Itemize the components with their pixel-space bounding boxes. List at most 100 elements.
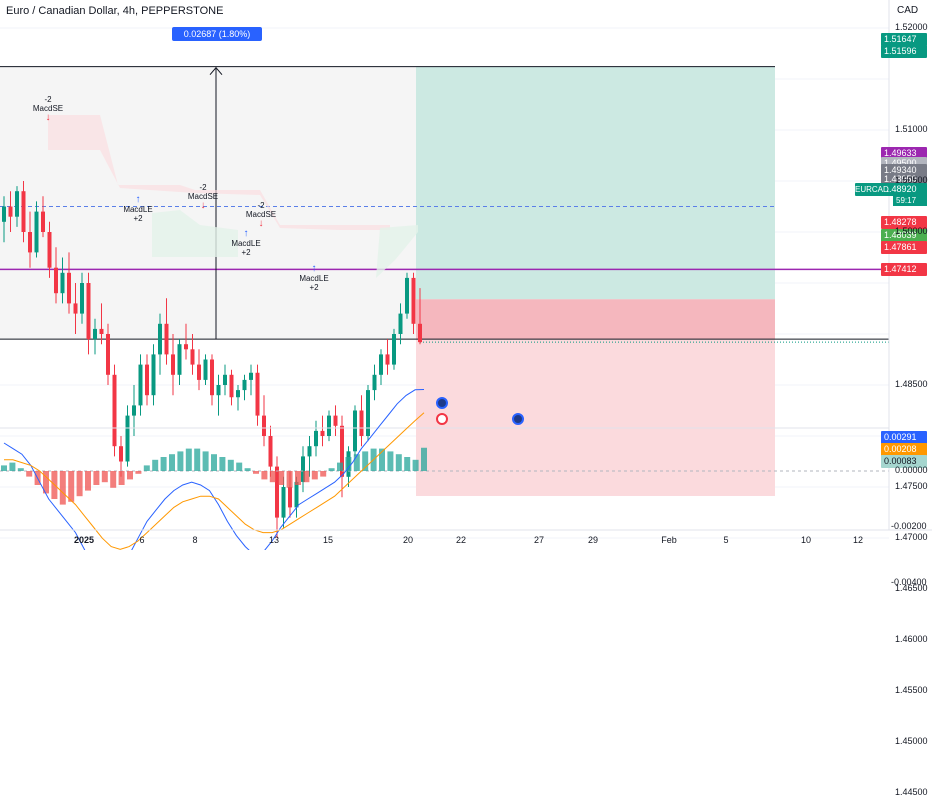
macd-histogram-bar <box>93 471 100 485</box>
price-tick: 1.47000 <box>895 532 928 542</box>
macd-histogram-bar <box>143 465 150 471</box>
price-chart-canvas[interactable] <box>0 0 932 550</box>
signal-qty: +2 <box>133 214 143 223</box>
macd-tick: -0.00200 <box>891 521 927 531</box>
signal-qty: +2 <box>309 283 319 292</box>
macd-histogram-bar <box>43 471 49 494</box>
price-tick: 1.51000 <box>895 124 928 134</box>
macd-histogram-bar <box>412 459 419 471</box>
candle-body <box>359 410 364 436</box>
macd-histogram-bar <box>269 471 276 483</box>
economic-event-icon[interactable] <box>436 397 448 409</box>
price-tick: 1.45000 <box>895 736 928 746</box>
signal-label: MacdSE <box>245 210 277 219</box>
macd-histogram-bar <box>9 462 16 471</box>
macd-histogram-bar <box>152 459 159 471</box>
candle-body <box>106 334 110 375</box>
signal-label: MacdSE <box>32 104 64 113</box>
macd-histogram-bar <box>421 447 427 471</box>
candle-body <box>301 456 305 482</box>
macd-label: 0.00291 <box>881 431 927 444</box>
candle-body <box>281 487 286 518</box>
candle-body <box>411 277 416 324</box>
macd-histogram-bar <box>362 451 369 471</box>
economic-event-icon-2[interactable] <box>512 413 524 425</box>
candle-body <box>119 446 123 462</box>
candle-body <box>385 354 390 365</box>
currency-label[interactable]: CAD <box>897 5 919 16</box>
signal-macdle-1[interactable]: ↑ MacdLE +2 <box>122 194 154 224</box>
candle-body <box>125 415 130 462</box>
candle-body <box>177 344 182 375</box>
candle-body <box>112 374 117 447</box>
candle-body <box>34 211 39 253</box>
macd-histogram-bar <box>135 471 142 474</box>
candle-body <box>151 354 156 396</box>
macd-histogram-bar <box>286 471 293 488</box>
arrow-up-icon: ↑ <box>135 194 141 205</box>
arrow-down-icon: ↓ <box>45 112 51 123</box>
arrow-up-icon: ↑ <box>243 228 249 239</box>
candle-body <box>340 425 344 477</box>
signal-macdse-1[interactable]: -2 MacdSE ↓ <box>32 95 64 123</box>
candle-body <box>80 283 84 314</box>
macd-histogram-bar <box>17 468 24 471</box>
macd-histogram-bar <box>395 454 402 471</box>
macd-histogram-bar <box>353 454 360 471</box>
macd-histogram-bar <box>236 462 243 471</box>
price-tick: 1.46000 <box>895 634 928 644</box>
macd-histogram-bar <box>261 471 268 480</box>
macd-tick: 0.00000 <box>895 465 928 475</box>
macd-histogram-bar <box>185 448 192 471</box>
arrow-down-icon: ↓ <box>258 218 264 229</box>
candle-body <box>392 334 396 365</box>
macd-histogram-bar <box>320 471 327 477</box>
candle-body <box>93 328 97 340</box>
time-tick: 10 <box>800 535 812 545</box>
candle-body <box>327 415 331 436</box>
candle-body <box>210 359 214 396</box>
macd-histogram-bar <box>118 471 125 485</box>
candle-body <box>216 385 221 396</box>
signal-macdse-3[interactable]: -2 MacdSE ↓ <box>245 201 277 229</box>
candle-body <box>60 272 65 294</box>
signal-macdle-3[interactable]: ↑ MacdLE +2 <box>298 264 330 293</box>
candle-body <box>229 374 234 398</box>
signal-qty: -2 <box>44 95 52 104</box>
macd-histogram-bar <box>85 471 91 491</box>
canada-event-icon[interactable] <box>436 413 448 425</box>
price-tick: 1.50500 <box>895 175 928 185</box>
signal-macdle-2[interactable]: ↑ MacdLE +2 <box>230 228 262 258</box>
time-tick: Feb <box>661 535 677 545</box>
time-tick: 29 <box>587 535 599 545</box>
candle-body <box>21 191 26 232</box>
candle-body <box>353 410 357 452</box>
measure-label: 0.02687 (1.80%) 268.7 <box>172 27 262 53</box>
macd-histogram-bar <box>160 457 167 471</box>
price-tick: 1.50000 <box>895 226 928 236</box>
macd-histogram-bar <box>311 471 318 480</box>
stop-band-short <box>48 115 390 230</box>
macd-histogram-bar <box>379 448 385 471</box>
macd-histogram-bar <box>110 471 117 488</box>
signal-macdse-2[interactable]: -2 MacdSE ↓ <box>187 183 219 211</box>
candle-body <box>275 466 279 518</box>
signal-label: MacdLE <box>123 205 153 214</box>
macd-histogram-bar <box>337 462 343 471</box>
price-label: 1.48039 <box>881 229 927 242</box>
candle-body <box>307 446 312 457</box>
candle-body <box>379 354 383 375</box>
macd-histogram-bar <box>227 459 234 471</box>
signal-qty: -2 <box>257 201 265 210</box>
macd-histogram-bar <box>202 451 209 471</box>
candle-body <box>41 211 45 232</box>
candle-body <box>132 405 136 416</box>
arrow-down-icon: ↓ <box>200 200 206 211</box>
time-tick: 5 <box>723 535 729 545</box>
time-tick: 2025 <box>73 535 95 545</box>
candle-body <box>223 374 227 385</box>
candle-body <box>47 232 52 268</box>
measure-arrowhead <box>209 66 223 75</box>
time-tick: 6 <box>139 535 145 545</box>
macd-histogram-bar <box>101 471 108 483</box>
